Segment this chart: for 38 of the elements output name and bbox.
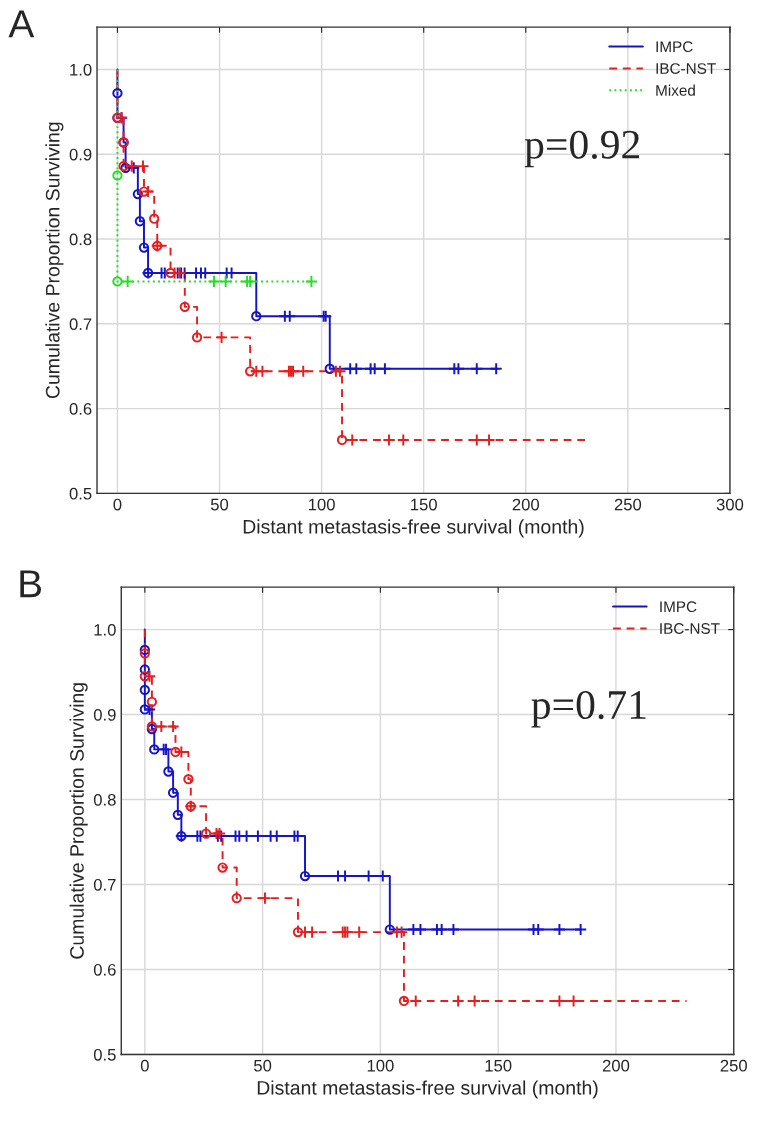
x-tick-label: 150 xyxy=(411,498,437,511)
x-tick-label: 300 xyxy=(716,498,744,511)
x-tick-label: 0 xyxy=(113,498,122,511)
annotation: p=0.92 xyxy=(524,130,640,168)
x-tick-label: 250 xyxy=(614,498,642,511)
x-axis-title: Distant metastasis-free survival (month) xyxy=(257,1080,598,1099)
y-tick-label: 0.7 xyxy=(93,878,116,891)
y-tick-label: 0.6 xyxy=(69,403,92,415)
y-tick-label: 0.7 xyxy=(69,318,92,331)
legend-label: IBC-NST xyxy=(656,63,716,74)
y-axis-title: Cumulative Proportion Surviving xyxy=(45,122,64,399)
x-tick-label: 250 xyxy=(720,1059,747,1072)
legend-label: IMPC xyxy=(660,601,697,613)
x-tick-label: 50 xyxy=(254,1059,272,1072)
x-tick-label: 200 xyxy=(512,498,540,511)
y-tick-label: 0.9 xyxy=(93,708,116,721)
y-tick-label: 0.9 xyxy=(69,148,92,161)
y-tick-label: 0.8 xyxy=(93,793,116,806)
x-tick-label: 100 xyxy=(308,498,335,511)
x-tick-label: 50 xyxy=(210,498,229,511)
y-tick-label: 0.6 xyxy=(93,963,116,976)
x-axis-title: Distant metastasis-free survival (month) xyxy=(243,519,584,538)
legend-label: Mixed xyxy=(656,84,695,96)
legend-label: IBC-NST xyxy=(660,623,720,634)
y-tick-label: 0.5 xyxy=(69,487,92,500)
y-tick-label: 1.0 xyxy=(70,63,92,76)
x-tick-label: 100 xyxy=(367,1059,394,1072)
x-tick-label: 150 xyxy=(485,1059,512,1072)
y-axis-title: Cumulative Proportion Surviving xyxy=(69,683,88,959)
y-tick-label: 0.8 xyxy=(69,233,92,246)
legend-label: IMPC xyxy=(656,41,693,53)
x-tick-label: 200 xyxy=(602,1059,630,1072)
x-tick-label: 0 xyxy=(140,1059,149,1072)
annotation: p=0.71 xyxy=(531,690,646,728)
chart-title: B xyxy=(20,570,42,598)
chart-title: A xyxy=(8,10,35,38)
y-tick-label: 0.5 xyxy=(93,1048,116,1061)
y-tick-label: 1.0 xyxy=(94,623,116,636)
